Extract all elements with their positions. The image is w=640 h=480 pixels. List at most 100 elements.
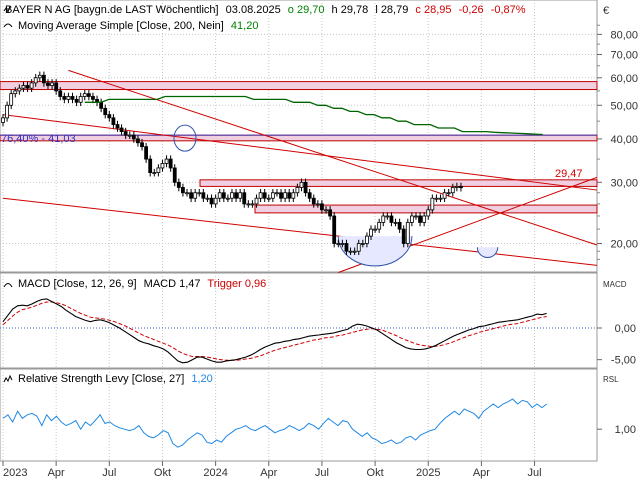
candle: [283, 189, 288, 203]
candle: [446, 189, 451, 197]
candle-body: [172, 167, 177, 183]
candle: [37, 71, 42, 82]
fib-level-label: 76,40% - 41,03: [1, 133, 76, 145]
candle-body: [168, 158, 173, 169]
candle-body: [127, 134, 132, 137]
x-tick-label: 2023: [3, 467, 27, 479]
candle: [25, 81, 30, 92]
candle: [242, 189, 247, 208]
price-zone: [254, 204, 598, 214]
candle-body: [352, 250, 357, 253]
candle-body: [311, 197, 316, 205]
candle-body: [450, 187, 455, 194]
candle: [377, 218, 382, 233]
candle: [307, 189, 312, 203]
candle-body: [283, 192, 288, 199]
candle: [217, 189, 222, 203]
candle: [168, 155, 173, 172]
candle-body: [209, 197, 214, 205]
header-high: h 29,78: [332, 4, 369, 16]
candle: [311, 194, 316, 208]
candle: [356, 239, 361, 256]
candle: [258, 189, 263, 203]
candle-body: [1, 117, 5, 123]
price-zone: [0, 81, 598, 91]
candle: [360, 239, 365, 248]
candle: [393, 218, 398, 227]
candle-body: [21, 85, 26, 89]
candle: [454, 182, 459, 192]
candle: [279, 189, 283, 203]
candlesticks: [1, 71, 463, 256]
candle-body: [152, 172, 157, 174]
candle: [164, 155, 169, 168]
candle: [336, 239, 341, 248]
candle: [328, 206, 333, 220]
rsl-panel-frame: [0, 368, 598, 462]
candle: [430, 194, 435, 214]
candle: [9, 89, 14, 110]
candle-body: [385, 215, 390, 218]
macd-lines: [2, 298, 547, 364]
candle-body: [397, 222, 402, 230]
candle-body: [221, 192, 226, 199]
trendlines: [2, 69, 598, 273]
candle: [422, 212, 427, 227]
candle: [91, 92, 95, 104]
candle: [450, 183, 455, 197]
candle-body: [131, 134, 136, 140]
candle-body: [185, 192, 189, 195]
candle-body: [91, 96, 95, 100]
candle-body: [62, 96, 67, 100]
candle-body: [320, 203, 324, 211]
candle: [401, 225, 406, 248]
candle: [50, 79, 54, 90]
highlight-ellipse: [173, 124, 197, 152]
candle: [270, 189, 275, 203]
candle: [99, 98, 104, 113]
candle: [303, 178, 308, 197]
candle-body: [37, 74, 42, 79]
candle-body: [164, 158, 169, 164]
candle: [459, 182, 463, 192]
candle-body: [197, 192, 202, 195]
candle: [250, 200, 255, 208]
candle: [262, 189, 267, 203]
candle: [29, 79, 34, 92]
header-line: BAYER N AG [baygn.de LAST Wöchentlich] 0…: [5, 4, 526, 16]
candle: [74, 95, 79, 107]
candle: [131, 131, 136, 143]
header-change: -0,26: [459, 4, 484, 16]
grid-layer: [0, 0, 597, 461]
candle-body: [41, 74, 46, 84]
candle-body: [5, 104, 9, 119]
candle: [144, 142, 149, 163]
candle: [221, 189, 226, 203]
candle: [234, 189, 238, 203]
candle-body: [266, 197, 271, 200]
candle: [381, 212, 386, 227]
candle-body: [414, 215, 418, 218]
candle: [352, 247, 357, 256]
candle-body: [426, 209, 431, 217]
candle: [409, 212, 414, 227]
rsl-polyline: [2, 398, 548, 448]
candle: [438, 194, 443, 203]
x-tick-label: Apr: [260, 467, 277, 479]
candle: [58, 87, 63, 101]
x-tick-label: Jul: [528, 467, 542, 479]
header-low: l 28,79: [375, 4, 408, 16]
candle: [82, 89, 87, 101]
candle: [225, 194, 230, 203]
candle-body: [140, 142, 144, 148]
candle: [189, 189, 193, 203]
candle-body: [287, 192, 292, 199]
candle: [389, 212, 394, 227]
candle-body: [405, 222, 410, 244]
candle: [111, 114, 116, 129]
candle: [33, 74, 38, 87]
candle: [127, 131, 132, 140]
candle-body: [262, 192, 267, 199]
candle: [115, 120, 120, 132]
rsl-legend-icon: [3, 374, 13, 383]
